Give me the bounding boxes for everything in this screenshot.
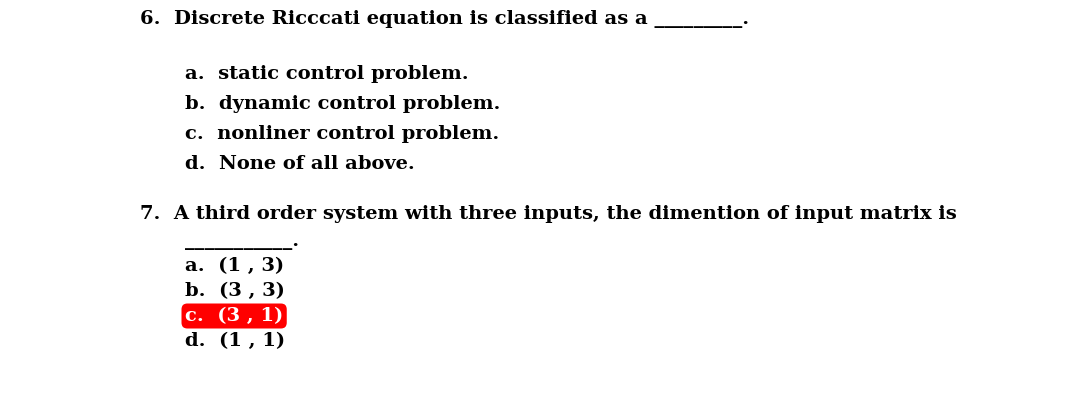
Text: 7.  A third order system with three inputs, the dimention of input matrix is: 7. A third order system with three input… bbox=[140, 205, 957, 223]
Text: b.  dynamic control problem.: b. dynamic control problem. bbox=[185, 95, 501, 113]
Text: d.  (1 , 1): d. (1 , 1) bbox=[185, 332, 285, 350]
Text: a.  static control problem.: a. static control problem. bbox=[185, 65, 468, 83]
Text: 6.  Discrete Ricccati equation is classified as a _________.: 6. Discrete Ricccati equation is classif… bbox=[140, 10, 749, 28]
Text: b.  (3 , 3): b. (3 , 3) bbox=[185, 282, 285, 300]
Text: c.  (3 , 1): c. (3 , 1) bbox=[185, 307, 284, 325]
Text: ___________.: ___________. bbox=[185, 232, 299, 250]
Text: a.  (1 , 3): a. (1 , 3) bbox=[185, 257, 284, 275]
Text: d.  None of all above.: d. None of all above. bbox=[185, 155, 414, 173]
Text: c.  nonliner control problem.: c. nonliner control problem. bbox=[185, 125, 500, 143]
